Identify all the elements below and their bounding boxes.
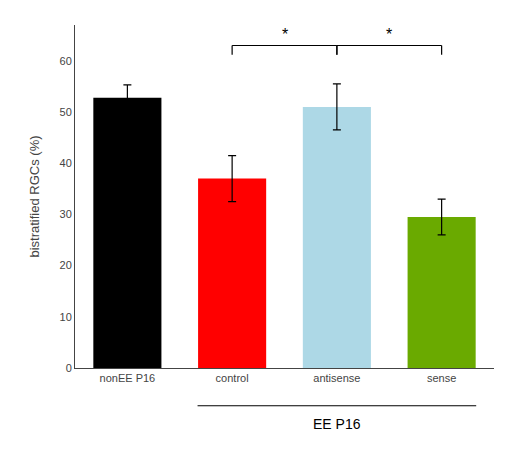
svg-text:sense: sense [427,372,456,384]
svg-text:60: 60 [60,55,72,67]
svg-text:10: 10 [60,311,72,323]
svg-text:30: 30 [60,208,72,220]
svg-text:0: 0 [66,362,72,374]
svg-text:40: 40 [60,157,72,169]
svg-text:EE P16: EE P16 [313,416,361,432]
svg-text:nonEE P16: nonEE P16 [100,372,156,384]
svg-text:control: control [216,372,249,384]
svg-text:antisense: antisense [313,372,360,384]
svg-text:*: * [282,26,288,43]
svg-text:*: * [386,26,392,43]
svg-text:20: 20 [60,259,72,271]
svg-text:bistratified RGCs (%): bistratified RGCs (%) [27,135,42,257]
svg-text:50: 50 [60,106,72,118]
